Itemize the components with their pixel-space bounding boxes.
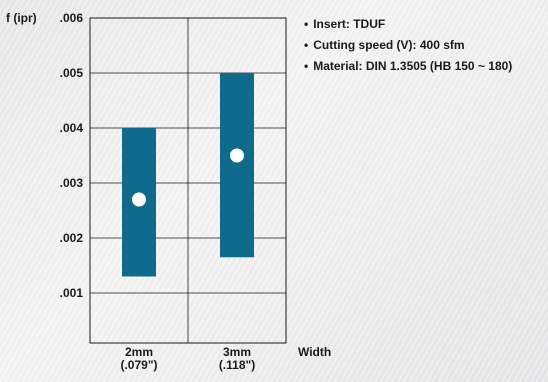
x-tick-label: 3mm [223,345,251,359]
y-axis-title: f (ipr) [6,11,37,25]
x-axis-title: Width [298,345,331,359]
x-tick-sublabel: (.118") [219,358,255,372]
center-point [230,148,244,163]
range-bar [220,73,254,258]
y-tick-label: .006 [60,11,84,25]
center-point [132,192,146,207]
legend-item-insert: Insert: TDUF [304,14,512,35]
legend: Insert: TDUF Cutting speed (V): 400 sfm … [304,14,512,77]
legend-item-material: Material: DIN 1.3505 (HB 150 ~ 180) [304,56,512,77]
x-tick-label: 2mm [125,345,153,359]
y-tick-label: .003 [60,176,84,190]
x-tick-sublabel: (.079") [120,358,157,372]
y-tick-label: .005 [60,66,84,80]
legend-item-cutting-speed: Cutting speed (V): 400 sfm [304,35,512,56]
y-tick-label: .004 [60,121,84,135]
y-tick-label: .002 [60,231,84,245]
y-tick-label: .001 [60,286,84,300]
